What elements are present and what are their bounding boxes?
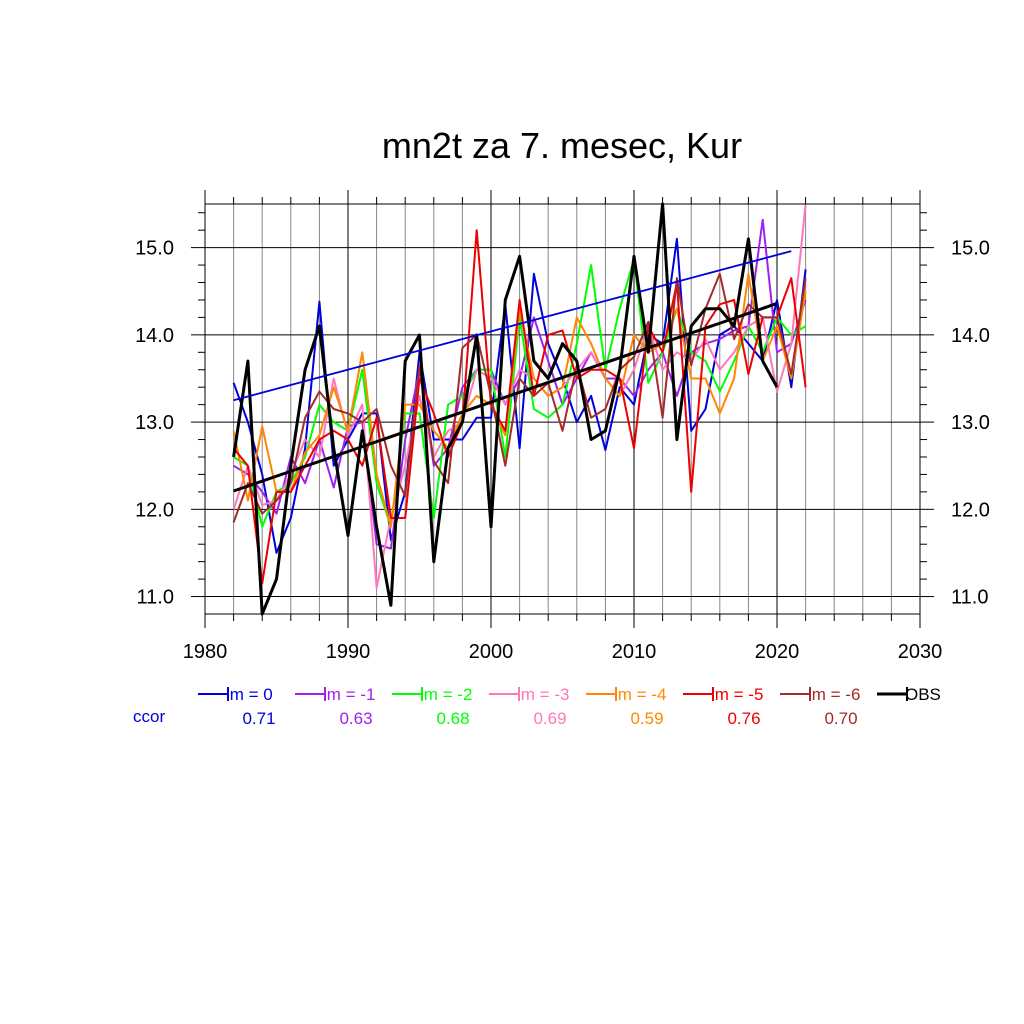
y-tick-label-left: 11.0 [137, 587, 174, 609]
trend-lines [233, 250, 792, 493]
series-line-7 [232, 202, 779, 616]
legend-entry-label: lm = -6 [808, 685, 860, 704]
ccor-value: 0.68 [436, 709, 469, 728]
y-tick-label-right: 15.0 [951, 238, 990, 260]
ccor-value: 0.59 [630, 709, 663, 728]
ccor-value: 0.70 [824, 709, 857, 728]
legend-entry-label: lm = -3 [517, 685, 569, 704]
x-tick-label: 1990 [326, 641, 371, 663]
y-tick-label-right: 11.0 [951, 587, 988, 609]
legend-entry-label: OBS [905, 685, 941, 704]
trend-line-1 [233, 302, 778, 493]
y-tick-label-left: 15.0 [135, 238, 174, 260]
y-tick-label-left: 12.0 [135, 499, 174, 521]
ccor-label: ccor [133, 707, 165, 726]
legend-entry-label: lm = -4 [614, 685, 666, 704]
y-tick-label-right: 12.0 [951, 499, 990, 521]
x-tick-label: 2030 [898, 641, 943, 663]
y-tick-label-left: 13.0 [135, 412, 174, 434]
x-tick-label: 2020 [755, 641, 800, 663]
plot-frame [204, 203, 921, 615]
ccor-value: 0.63 [339, 709, 372, 728]
x-tick-label: 1980 [183, 641, 228, 663]
series-line-5 [232, 229, 807, 585]
grid [205, 204, 920, 614]
plot-series [232, 202, 807, 616]
y-tick-label-left: 14.0 [135, 325, 174, 347]
legend-entry-label: lm = -2 [420, 685, 472, 704]
legend-entry-label: lm = -5 [711, 685, 763, 704]
ccor-value: 0.69 [533, 709, 566, 728]
legend-entry-label: lm = 0 [226, 685, 273, 704]
legend-entry-label: lm = -1 [323, 685, 375, 704]
x-tick-label: 2010 [612, 641, 657, 663]
y-tick-label-right: 14.0 [951, 325, 990, 347]
y-tick-label-right: 13.0 [951, 412, 990, 434]
axis-ticks: 1980 1990 2000 2010 2020 2030 11.0 11.0 12.0 12.0… [135, 190, 990, 663]
x-tick-label: 2000 [469, 641, 514, 663]
legend: lm = 0 0.71 lm = -1 0.63 lm = -2 0.68 lm = -3 0… [133, 685, 941, 728]
ccor-value: 0.71 [242, 709, 275, 728]
ccor-value: 0.76 [727, 709, 760, 728]
chart-title: mn2t za 7. mesec, Kur [382, 125, 742, 166]
trend-line-0 [233, 250, 792, 402]
